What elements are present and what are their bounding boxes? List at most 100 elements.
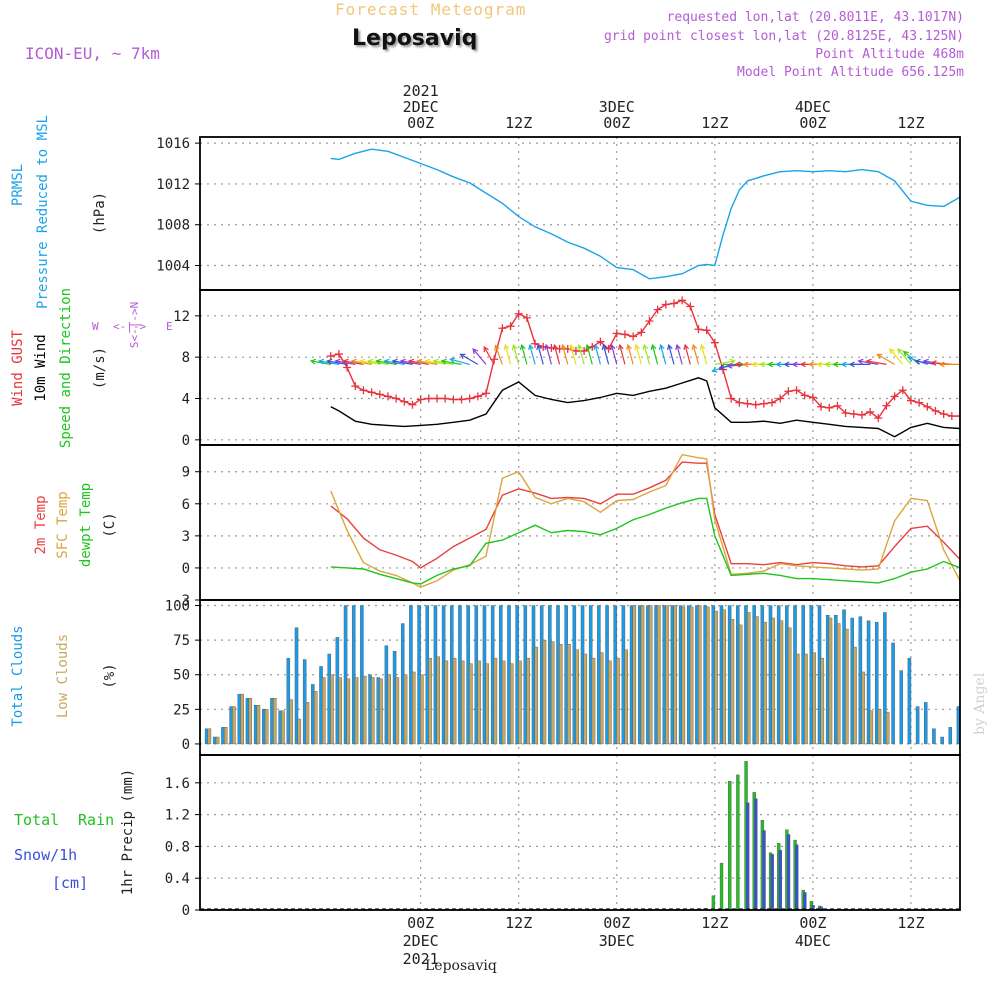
wind-10m-label: 10m Wind	[33, 334, 49, 401]
model-label: ICON-EU, ~ 7km	[25, 44, 160, 63]
wind-arrow-head	[424, 358, 431, 365]
wind-arrow-head	[902, 350, 909, 357]
wind-arrow-head	[726, 362, 733, 369]
y-tick-label: 3	[182, 529, 190, 545]
wind-direction-arrow	[460, 353, 479, 365]
panel-frame	[199, 754, 961, 911]
bar-low-clouds	[444, 660, 449, 745]
product-title: Forecast Meteogram	[335, 0, 527, 19]
wind-arrow-head	[767, 361, 774, 368]
series-line	[330, 377, 960, 438]
precip-unit-label: 1hr Precip (mm)	[120, 769, 136, 895]
wind-arrow-head	[407, 358, 415, 365]
gust-marker	[383, 392, 392, 401]
bar-total-rain	[728, 781, 732, 910]
wind-arrow-head	[930, 360, 937, 366]
wind-arrow-head	[691, 343, 698, 351]
bar-low-clouds	[648, 605, 653, 745]
wind-arrow-head	[459, 353, 466, 359]
y-tick-label: 1.2	[165, 808, 190, 824]
gust-marker	[866, 407, 875, 416]
gust-marker	[800, 391, 809, 400]
bar-low-clouds	[264, 709, 269, 745]
wind-arrow-head	[922, 358, 929, 365]
gust-marker	[710, 338, 719, 347]
bar-low-clouds	[608, 660, 612, 745]
bar-total-clouds	[932, 728, 936, 745]
bar-low-clouds	[362, 675, 367, 745]
wind-arrow-head	[938, 361, 945, 368]
top-tick-label: 2DEC	[403, 98, 439, 116]
wind-direction-arrow	[651, 344, 659, 365]
bottom-tick-label: 3DEC	[599, 932, 635, 950]
gust-marker	[792, 386, 801, 395]
gust-marker	[669, 299, 678, 308]
point-altitude: Point Altitude 468m	[815, 47, 964, 62]
wind-arrow-head	[503, 343, 510, 351]
grid-point-coords: grid point closest lon,lat (20.8125E, 43…	[603, 29, 964, 44]
wind-direction-arrow	[578, 344, 585, 365]
bar-low-clouds	[273, 698, 277, 745]
y-tick-label: 0.4	[165, 871, 190, 887]
wind-arrow-head	[618, 343, 624, 351]
wind-arrow-head	[626, 343, 632, 351]
bar-snow-1h	[762, 830, 766, 910]
bar-low-clouds	[730, 619, 735, 745]
y-tick-label: -3	[173, 593, 190, 609]
bar-low-clouds	[632, 605, 637, 745]
gust-marker	[424, 394, 433, 403]
bar-low-clouds	[313, 691, 318, 745]
bar-low-clouds	[771, 617, 776, 745]
wind-speed-direction-label: Speed and Direction	[58, 288, 74, 448]
wind-arrow-head	[799, 361, 806, 368]
wind-arrow-head	[832, 361, 839, 368]
gust-marker	[841, 408, 850, 417]
gust-marker	[392, 394, 401, 403]
bar-low-clouds	[387, 674, 391, 745]
bar-snow-1h	[786, 834, 791, 910]
bar-low-clouds	[804, 653, 808, 745]
gust-marker	[678, 296, 687, 305]
gust-marker	[751, 400, 760, 409]
top-tick-label: 3DEC	[599, 98, 635, 116]
gust-marker	[457, 395, 466, 404]
wind-arrow-head	[758, 361, 765, 368]
wind-arrow-head	[642, 343, 649, 351]
bar-low-clouds	[420, 674, 424, 745]
bar-low-clouds	[493, 657, 498, 745]
top-tick-label: 00Z	[603, 114, 630, 132]
wind-direction-arrow	[521, 344, 528, 365]
y-tick-label: 0	[182, 737, 190, 753]
wind-arrow-head	[667, 343, 673, 351]
top-tick-label: 2021	[403, 82, 439, 100]
gust-marker	[686, 302, 695, 311]
gust-marker	[849, 410, 858, 418]
wind-arrow-head	[865, 358, 872, 365]
bar-low-clouds	[346, 678, 351, 745]
y-tick-label: 9	[182, 465, 190, 481]
bar-low-clouds	[787, 627, 792, 745]
wind-arrow-head	[807, 361, 814, 368]
gust-marker	[351, 382, 360, 391]
wind-arrow-head	[309, 358, 316, 365]
bar-low-clouds	[207, 728, 212, 745]
wind-arrow-head	[634, 343, 640, 351]
bar-total-clouds	[891, 642, 895, 745]
wind-direction-arrow	[586, 344, 593, 365]
wind-arrow-head	[432, 358, 439, 365]
y-tick-label: 8	[182, 350, 190, 366]
gust-marker	[939, 410, 948, 418]
plot-area	[330, 453, 960, 588]
wind-arrow-head	[511, 343, 518, 351]
side-labels: PRMSL Pressure Reduced to MSL (hPa) Wind GU…	[10, 115, 173, 895]
bar-total-clouds	[907, 657, 912, 745]
bar-low-clouds	[354, 677, 359, 745]
gust-marker	[620, 330, 629, 339]
bottom-tick-label: 12Z	[505, 914, 532, 932]
wind-arrow-head	[729, 358, 736, 365]
bar-low-clouds	[673, 605, 677, 745]
wind-arrow-head	[375, 358, 382, 365]
